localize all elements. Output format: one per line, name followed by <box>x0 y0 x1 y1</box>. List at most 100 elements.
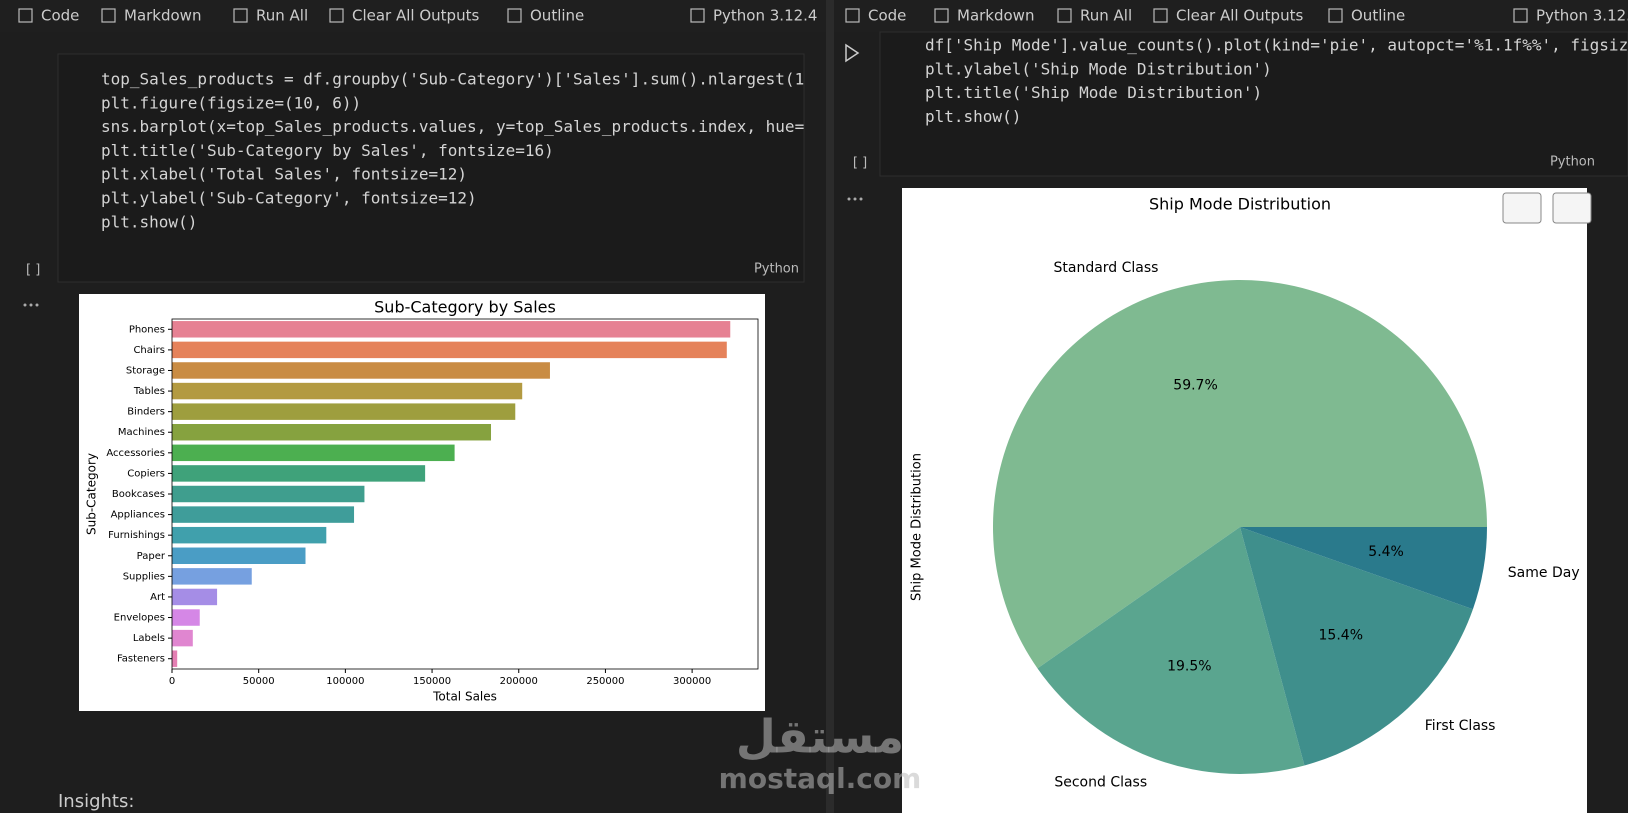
code-line: plt.ylabel('Ship Mode Distribution') <box>925 59 1272 78</box>
code-line: plt.figure(figsize=(10, 6)) <box>101 93 361 112</box>
toolbar-item[interactable]: Python 3.12.4 <box>713 7 817 25</box>
toolbar-item[interactable]: Clear All Outputs <box>352 7 479 25</box>
bar <box>172 382 523 400</box>
exec-count: [ ] <box>26 263 40 278</box>
run-button[interactable] <box>845 43 860 63</box>
code-line: sns.barplot(x=top_Sales_products.values,… <box>101 117 804 136</box>
bar <box>172 526 327 544</box>
x-tick-label: 0 <box>169 676 175 687</box>
y-axis-label: Sub-Category <box>85 453 99 535</box>
toolbar-item[interactable]: Run All <box>256 7 308 25</box>
bar <box>172 609 200 626</box>
language: Python <box>1550 155 1595 170</box>
plot-frame <box>171 318 759 670</box>
left-toolbar: Code Markdown Run All Clear All Outputs Outl… <box>18 7 817 25</box>
pie-chart: Ship Mode Distribution Ship Mode Distribu… <box>910 195 1580 791</box>
y-tick-label: Storage <box>126 365 165 376</box>
bar <box>172 568 252 585</box>
y-tick-label: Accessories <box>106 448 165 459</box>
toolbar-item[interactable]: Outline <box>530 7 584 25</box>
toolbar-icon <box>1513 8 1528 23</box>
x-axis-label: Total Sales <box>432 690 497 704</box>
y-tick-label: Copiers <box>127 468 165 479</box>
toolbar-item[interactable]: Clear All Outputs <box>1176 7 1303 25</box>
bar <box>172 629 193 647</box>
y-tick-label: Binders <box>127 407 165 418</box>
bar <box>172 485 365 503</box>
toolbar-icon <box>329 8 344 23</box>
toolbar-item[interactable]: Markdown <box>957 7 1034 25</box>
bar <box>172 588 218 606</box>
y-tick-label: Phones <box>129 324 165 335</box>
y-tick-label: Art <box>150 592 165 603</box>
code-line: top_Sales_products = df.groupby('Sub-Cat… <box>101 70 804 89</box>
toolbar-item[interactable]: Outline <box>1351 7 1405 25</box>
bar-chart: Sub-Category by Sales Phones Chairs Storage… <box>85 298 759 704</box>
y-tick-label: Appliances <box>111 510 165 521</box>
exec-count: [ ] <box>853 156 867 171</box>
toolbar-icon <box>101 8 116 23</box>
y-tick-label: Tables <box>133 386 165 397</box>
right-toolbar: Code Markdown Run All Clear All Outputs Outl… <box>845 7 1628 25</box>
code-line: plt.title('Ship Mode Distribution') <box>925 83 1262 102</box>
code-line: plt.show() <box>101 212 197 231</box>
bar <box>172 465 426 482</box>
bar <box>172 650 178 667</box>
bar <box>172 362 550 379</box>
pie-slice <box>1037 527 1305 775</box>
bar <box>172 444 455 462</box>
x-tick-label: 50000 <box>243 676 275 687</box>
y-tick-label: Fasteners <box>117 654 165 665</box>
x-tick-label: 150000 <box>413 676 451 687</box>
code-line: plt.xlabel('Total Sales', fontsize=12) <box>101 165 467 184</box>
x-tick-label: 200000 <box>500 676 538 687</box>
toolbar-icon <box>845 8 860 23</box>
slice-label: First Class <box>1425 718 1496 734</box>
y-tick-label: Furnishings <box>108 530 165 541</box>
chart-title: Sub-Category by Sales <box>374 298 556 317</box>
pie-slice <box>1240 527 1487 610</box>
chart-title: Ship Mode Distribution <box>1149 195 1331 214</box>
bar <box>172 341 727 359</box>
toolbar-icon <box>1328 8 1343 23</box>
watermark-latin: mostaql.com <box>719 762 922 795</box>
code-lines: df['Ship Mode'].value_counts().plot(kind… <box>925 36 1628 126</box>
insights: Insights: <box>58 791 134 812</box>
divider <box>826 0 834 813</box>
pie-slice <box>993 280 1487 669</box>
value-label: 15.4% <box>1319 628 1363 644</box>
y-tick-label: Bookcases <box>112 489 165 500</box>
value-label: 5.4% <box>1368 544 1404 560</box>
bar <box>172 547 306 564</box>
output-menu[interactable] <box>23 303 39 307</box>
y-tick-label: Supplies <box>123 571 165 582</box>
value-label: 19.5% <box>1167 658 1211 674</box>
code-line: plt.title('Sub-Category by Sales', fonts… <box>101 141 554 160</box>
code-lines: top_Sales_products = df.groupby('Sub-Cat… <box>101 70 804 232</box>
slice-label: Same Day <box>1508 565 1580 581</box>
y-tick-label: Paper <box>137 551 166 562</box>
bar <box>172 506 355 523</box>
save-button[interactable] <box>1552 192 1592 224</box>
toolbar-icon <box>1057 8 1072 23</box>
y-tick-label: Machines <box>118 427 165 438</box>
x-tick-label: 100000 <box>326 676 364 687</box>
toolbar-item[interactable]: Markdown <box>124 7 201 25</box>
pie-slice <box>1240 527 1473 766</box>
toolbar-item[interactable]: Code <box>868 7 906 25</box>
x-tick-label: 250000 <box>586 676 624 687</box>
x-tick-label: 300000 <box>673 676 711 687</box>
slice-label: Second Class <box>1054 774 1147 790</box>
toolbar-icon <box>1153 8 1168 23</box>
bar <box>172 403 516 420</box>
toolbar-item[interactable]: Python 3.12.4 <box>1536 7 1628 25</box>
code-cell <box>57 53 805 283</box>
toolbar-item[interactable]: Run All <box>1080 7 1132 25</box>
output-menu[interactable] <box>847 197 863 201</box>
toolbar-icon <box>507 8 522 23</box>
value-label: 59.7% <box>1173 378 1217 394</box>
toolbar-item[interactable]: Code <box>41 7 79 25</box>
copy-button[interactable] <box>1502 192 1542 224</box>
code-cell <box>879 31 1628 177</box>
